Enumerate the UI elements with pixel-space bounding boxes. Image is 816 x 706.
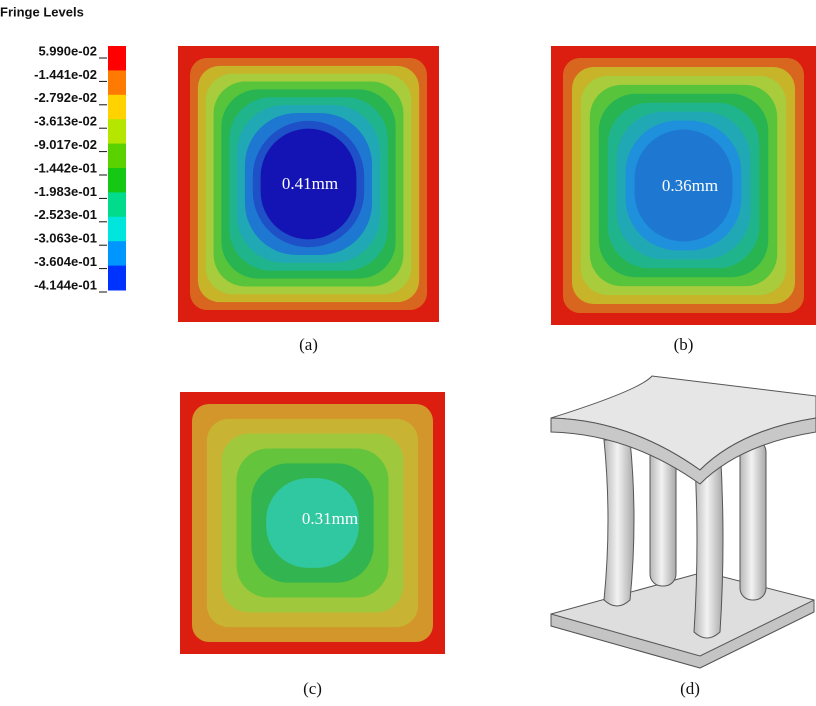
legend-swatch xyxy=(108,95,126,120)
legend-swatch xyxy=(108,168,126,193)
legend-swatch xyxy=(108,70,126,95)
legend-label: -9.017e-02 xyxy=(34,137,97,152)
legend-label: -3.063e-01 xyxy=(34,231,97,246)
panel-caption: (b) xyxy=(674,335,694,354)
legend: 5.990e-02 -1.441e-02 -2.792e-02 -3.613e-02 -… xyxy=(34,43,126,292)
legend-label: -2.792e-02 xyxy=(34,90,97,105)
legend-swatch xyxy=(108,192,126,217)
legend-label: -2.523e-01 xyxy=(34,207,97,222)
legend-swatch xyxy=(108,119,126,144)
page: Fringe Levels 5.990e-02 -1.441e-02 -2.792e… xyxy=(0,0,816,706)
model-3d xyxy=(551,376,816,668)
legend-label: -3.604e-01 xyxy=(34,254,97,269)
panel-caption: (d) xyxy=(680,679,700,698)
legend-swatch xyxy=(108,144,126,169)
legend-label: -1.441e-02 xyxy=(34,67,97,82)
value-label: 0.36mm xyxy=(662,176,718,195)
legend-label: -4.144e-01 xyxy=(34,277,97,292)
legend-title: Fringe Levels xyxy=(0,4,84,19)
legend-label: -1.442e-01 xyxy=(34,160,97,175)
legend-label: 5.990e-02 xyxy=(38,43,97,58)
legend-swatch xyxy=(108,241,126,266)
figure: Fringe Levels 5.990e-02 -1.441e-02 -2.792e… xyxy=(0,0,816,706)
legend-label: -3.613e-02 xyxy=(34,114,97,129)
legend-swatch xyxy=(108,217,126,242)
panel-caption: (a) xyxy=(299,335,318,354)
legend-swatch xyxy=(108,266,126,291)
legend-label: -1.983e-01 xyxy=(34,184,97,199)
panel-caption: (c) xyxy=(303,679,322,698)
legend-swatch xyxy=(108,46,126,71)
value-label: 0.41mm xyxy=(282,174,338,193)
value-label: 0.31mm xyxy=(302,509,358,528)
